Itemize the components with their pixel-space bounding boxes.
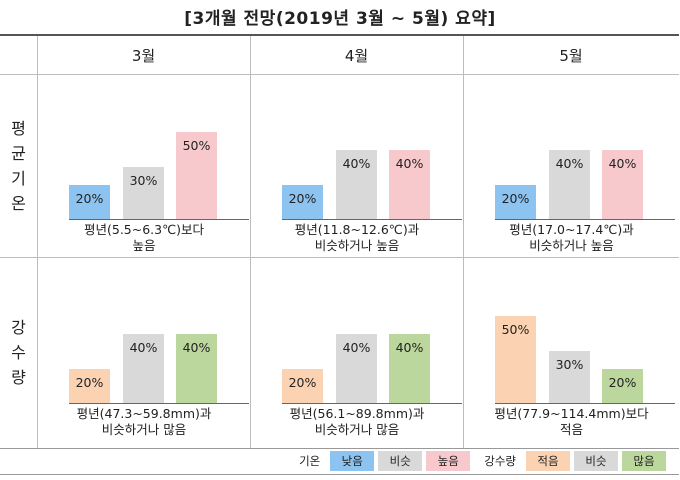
temp-chart-may: 20% 40% 40%	[495, 110, 675, 220]
temp-desc-march: 평년(5.5~6.3℃)보다 높음	[38, 222, 250, 254]
row-label-char: 온	[11, 193, 26, 213]
precip-bar-high: 20%	[602, 369, 643, 404]
row-label-char: 평	[11, 118, 26, 138]
row-label-char: 기	[11, 168, 26, 188]
month-header-3: 3월	[37, 36, 250, 74]
row-label-precipitation: 강 수 량	[0, 257, 37, 448]
precip-bar-similar: 40%	[336, 334, 377, 404]
desc-line: 평년(11.8~12.6℃)과	[294, 222, 420, 237]
precip-bar-low: 50%	[495, 316, 536, 404]
summary-table: 3월 4월 5월 평 균 기 온 강 수 량 20% 30% 50% 20% 40% 4…	[0, 34, 679, 449]
legend-temp-low: 낮음	[330, 451, 375, 471]
grid-line	[0, 74, 679, 75]
desc-line: 적음	[559, 422, 583, 437]
precip-bar-similar: 40%	[123, 334, 164, 404]
temp-desc-may: 평년(17.0~17.4℃)과 비슷하거나 높음	[464, 222, 679, 254]
temp-chart-march: 20% 30% 50%	[69, 110, 249, 220]
temp-bar-similar: 30%	[123, 167, 164, 220]
chart-baseline	[495, 219, 675, 220]
chart-baseline	[69, 403, 249, 404]
month-header-4: 4월	[250, 36, 463, 74]
grid-line	[37, 36, 38, 448]
precip-chart-march: 20% 40% 40%	[69, 294, 249, 404]
legend-temp-label: 기온	[299, 454, 321, 468]
temp-bar-high: 40%	[602, 150, 643, 220]
temp-bar-similar: 40%	[336, 150, 377, 220]
row-label-char: 균	[11, 143, 26, 163]
legend: 기온 낮음 비슷 높음 강수량 적음 비슷 많음	[285, 449, 666, 473]
row-label-temperature: 평 균 기 온	[0, 74, 37, 257]
temp-bar-low: 20%	[495, 185, 536, 220]
row-label-char: 수	[11, 343, 26, 362]
desc-line: 평년(17.0~17.4℃)과	[509, 222, 634, 237]
desc-line: 높음	[132, 238, 156, 253]
desc-line: 평년(47.3~59.8mm)과	[76, 406, 212, 421]
legend-precip-label: 강수량	[484, 454, 516, 468]
temp-chart-april: 20% 40% 40%	[282, 110, 462, 220]
temp-bar-low: 20%	[282, 185, 323, 220]
precip-bar-low: 20%	[282, 369, 323, 404]
chart-baseline	[282, 403, 462, 404]
desc-line: 평년(77.9~114.4mm)보다	[494, 406, 649, 421]
precip-bar-low: 20%	[69, 369, 110, 404]
legend-temp-high: 높음	[426, 451, 471, 471]
desc-line: 비슷하거나 많음	[101, 422, 187, 437]
row-label-char: 량	[11, 368, 26, 387]
precip-chart-april: 20% 40% 40%	[282, 294, 462, 404]
chart-baseline	[282, 219, 462, 220]
grid-line	[0, 257, 679, 258]
page-title: [3개월 전망(2019년 3월 ~ 5월) 요약]	[184, 9, 496, 29]
temp-desc-april: 평년(11.8~12.6℃)과 비슷하거나 높음	[251, 222, 463, 254]
legend-precip-similar: 비슷	[574, 451, 618, 471]
precip-bar-high: 40%	[389, 334, 430, 404]
chart-baseline	[495, 403, 675, 404]
desc-line: 비슷하거나 높음	[314, 238, 400, 253]
precip-desc-march: 평년(47.3~59.8mm)과 비슷하거나 많음	[38, 406, 250, 438]
temp-bar-low: 20%	[69, 185, 110, 220]
precip-bar-similar: 30%	[549, 351, 590, 404]
temp-bar-high: 40%	[389, 150, 430, 220]
precip-desc-april: 평년(56.1~89.8mm)과 비슷하거나 많음	[251, 406, 463, 438]
legend-precip-low: 적음	[526, 451, 570, 471]
month-header-5: 5월	[463, 36, 679, 74]
legend-precip-high: 많음	[622, 451, 666, 471]
precip-desc-may: 평년(77.9~114.4mm)보다 적음	[464, 406, 679, 438]
grid-line	[463, 36, 464, 448]
precip-chart-may: 50% 30% 20%	[495, 294, 675, 404]
desc-line: 비슷하거나 많음	[314, 422, 400, 437]
grid-line	[250, 36, 251, 448]
temp-bar-high: 50%	[176, 132, 217, 220]
legend-temp-similar: 비슷	[378, 451, 423, 471]
temp-bar-similar: 40%	[549, 150, 590, 220]
desc-line: 비슷하거나 높음	[529, 238, 614, 253]
desc-line: 평년(56.1~89.8mm)과	[289, 406, 425, 421]
legend-bottom-rule	[0, 474, 679, 475]
precip-bar-high: 40%	[176, 334, 217, 404]
desc-line: 평년(5.5~6.3℃)보다	[83, 222, 205, 237]
row-label-char: 강	[11, 318, 26, 337]
chart-baseline	[69, 219, 249, 220]
